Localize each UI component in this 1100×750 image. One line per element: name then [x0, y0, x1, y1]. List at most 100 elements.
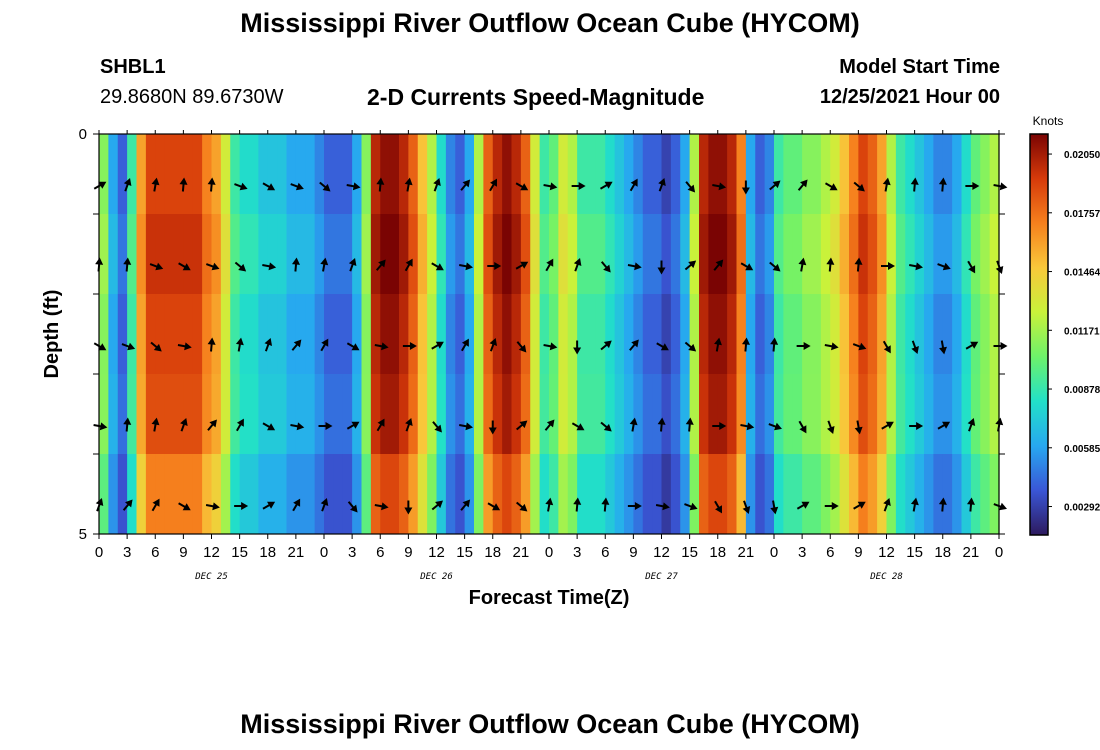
heat-cell [952, 214, 963, 295]
heat-cell [117, 214, 128, 295]
heat-cell [764, 454, 775, 535]
heat-cell [127, 294, 138, 375]
heat-cell [352, 294, 363, 375]
heat-cell [970, 134, 981, 215]
day-label: DEC 27 [644, 572, 678, 582]
heat-cell [342, 374, 353, 455]
current-arrow [346, 342, 360, 351]
x-tick-label: 12 [203, 544, 220, 561]
heat-cell [314, 374, 325, 455]
current-arrow [740, 262, 754, 271]
heat-cell [661, 454, 672, 535]
heat-cell [849, 214, 859, 295]
day-label: DEC 28 [869, 572, 903, 582]
heat-cell [183, 134, 194, 215]
heat-cell [155, 374, 166, 455]
heat-cell [399, 374, 409, 455]
heat-cell [624, 454, 634, 535]
heat-cell [511, 374, 522, 455]
heat-cell [483, 454, 494, 535]
current-arrow [600, 421, 612, 432]
heat-cell [127, 214, 138, 295]
heat-cell [342, 214, 353, 295]
heat-cell [399, 294, 409, 375]
current-arrow [405, 418, 413, 432]
heat-cell [145, 294, 156, 375]
current-arrow [234, 182, 248, 191]
current-arrow [516, 501, 528, 512]
x-tick-label: 3 [123, 544, 131, 561]
heat-cell [577, 294, 588, 375]
current-arrow [939, 340, 947, 355]
station-id: SHBL1 [100, 56, 166, 78]
heat-cell [361, 294, 372, 375]
heat-cell [577, 454, 588, 535]
heat-cell [211, 214, 222, 295]
heat-cell [492, 454, 503, 535]
heat-cell [689, 134, 700, 215]
heat-cell [267, 214, 278, 295]
current-arrow [460, 499, 471, 511]
current-arrow [769, 180, 781, 191]
heat-cell [989, 134, 1000, 215]
heat-cell [370, 134, 381, 215]
heat-cell [792, 374, 803, 455]
heat-cell [211, 134, 222, 215]
heat-cell [417, 374, 428, 455]
heat-cell [324, 294, 334, 375]
heat-cell [530, 214, 541, 295]
heat-cell [567, 294, 578, 375]
heat-cell [361, 454, 372, 535]
heat-cell [792, 294, 803, 375]
heat-cell [961, 294, 972, 375]
heat-cell [952, 294, 963, 375]
heat-cell [774, 294, 784, 375]
heat-cell [145, 374, 156, 455]
heat-cell [445, 214, 456, 295]
heat-cell [136, 214, 147, 295]
current-arrow [402, 342, 417, 350]
heat-cell [699, 214, 709, 295]
x-tick-label: 12 [653, 544, 670, 561]
heat-cell [736, 374, 747, 455]
heat-cell [183, 454, 194, 535]
current-arrow [292, 498, 301, 512]
current-arrow [798, 257, 807, 272]
heat-cell [961, 374, 972, 455]
heat-cell [642, 454, 653, 535]
current-arrow [545, 497, 554, 512]
heat-cell [942, 214, 953, 295]
current-arrow [207, 419, 217, 431]
x-tick-label: 3 [573, 544, 581, 561]
current-arrow [376, 418, 385, 432]
heat-cell [774, 454, 784, 535]
x-tick-label: 18 [709, 544, 726, 561]
current-arrow [882, 340, 891, 354]
heat-cell [727, 454, 738, 535]
heat-cell [708, 294, 719, 375]
heat-cell [877, 214, 888, 295]
current-arrow [571, 182, 586, 190]
current-arrow [629, 178, 638, 192]
heat-cell [380, 134, 391, 215]
heat-cell [333, 294, 344, 375]
heat-cell [455, 374, 466, 455]
current-arrow [180, 418, 188, 432]
heat-cell [483, 134, 494, 215]
heat-cell [699, 374, 709, 455]
current-arrow [431, 341, 444, 350]
heat-cell [352, 454, 363, 535]
heat-cell [389, 134, 400, 215]
heat-cell [380, 294, 391, 375]
heat-cell [324, 134, 334, 215]
variable-name: 2-D Currents Speed-Magnitude [367, 84, 705, 110]
x-tick-label: 21 [738, 544, 755, 561]
heat-cell [183, 214, 194, 295]
heat-cell [624, 134, 634, 215]
heat-cell [539, 374, 550, 455]
current-arrow [207, 337, 216, 352]
heat-cell [755, 454, 766, 535]
heat-cell [202, 454, 213, 535]
heat-cell [502, 454, 513, 535]
heat-cell [520, 214, 531, 295]
